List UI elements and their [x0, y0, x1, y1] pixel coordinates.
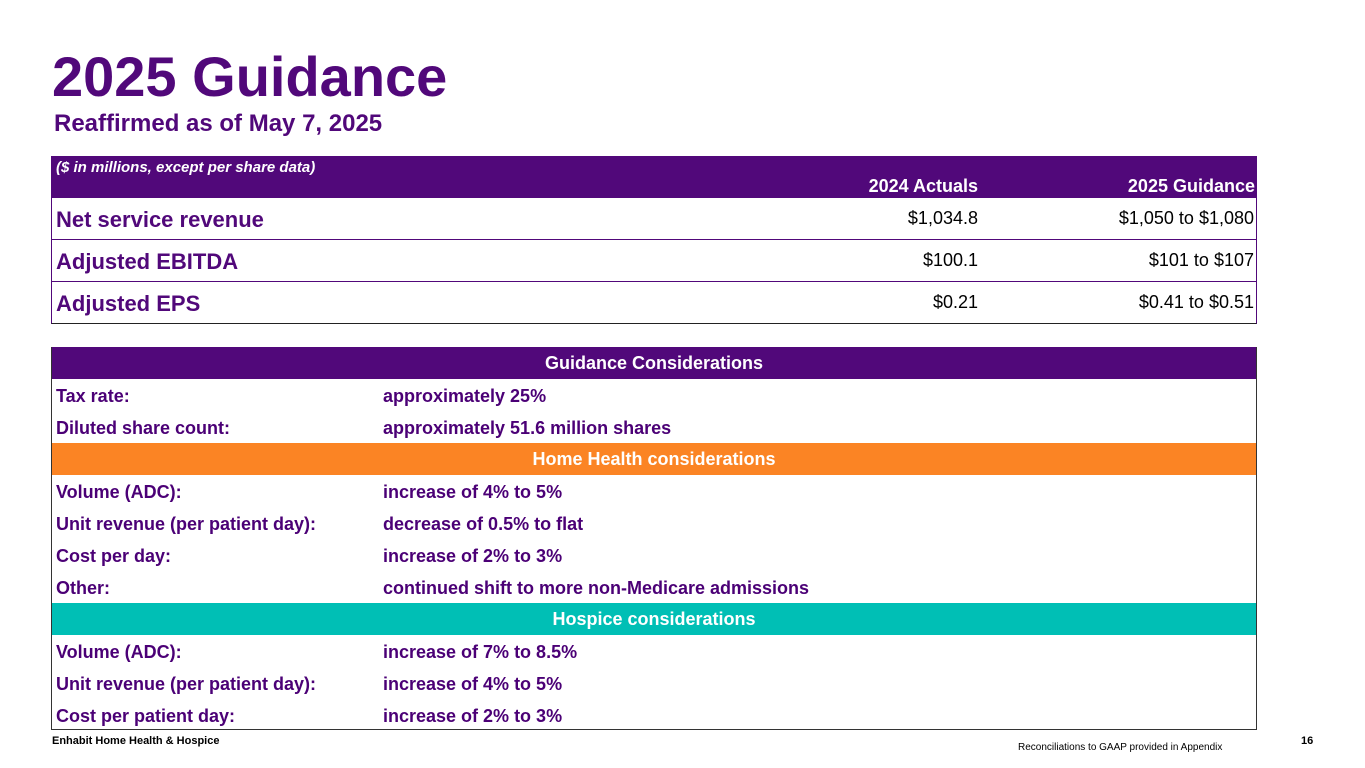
list-item: Unit revenue (per patient day): increase… — [52, 667, 1256, 699]
footer-note: Reconciliations to GAAP provided in Appe… — [1018, 742, 1223, 753]
consideration-value: approximately 51.6 million shares — [383, 418, 672, 438]
table-row: Adjusted EBITDA $100.1 $101 to $107 — [51, 240, 1257, 282]
list-item: Volume (ADC): increase of 7% to 8.5% — [52, 635, 1256, 667]
list-item: Other: continued shift to more non-Medic… — [52, 571, 1256, 603]
row-label: Net service revenue — [56, 207, 264, 232]
column-header-2024-actuals: 2024 Actuals — [868, 176, 978, 196]
column-header-2025-guidance: 2025 Guidance — [1127, 176, 1255, 196]
considerations-table: Guidance Considerations Tax rate: approx… — [51, 347, 1257, 730]
consideration-value: continued shift to more non-Medicare adm… — [383, 578, 810, 598]
footer-company: Enhabit Home Health & Hospice — [52, 735, 220, 747]
consideration-value: increase of 2% to 3% — [383, 706, 563, 726]
consideration-key: Cost per day: — [56, 546, 172, 566]
actual-value: $100.1 — [922, 250, 978, 270]
list-item: Cost per day: increase of 2% to 3% — [52, 539, 1256, 571]
guidance-value: $0.41 to $0.51 — [1138, 292, 1254, 312]
consideration-key: Volume (ADC): — [56, 642, 182, 662]
hospice-considerations-header: Hospice considerations — [52, 603, 1256, 635]
consideration-key: Tax rate: — [56, 386, 130, 406]
actual-value: $1,034.8 — [907, 208, 978, 228]
table-row: Adjusted EPS $0.21 $0.41 to $0.51 — [51, 282, 1257, 324]
consideration-key: Volume (ADC): — [56, 482, 182, 502]
table-row: Net service revenue $1,034.8 $1,050 to $… — [51, 198, 1257, 240]
guidance-considerations-header: Guidance Considerations — [52, 347, 1256, 379]
page-number: 16 — [1301, 735, 1314, 747]
consideration-value: increase of 4% to 5% — [383, 482, 563, 502]
row-label: Adjusted EPS — [56, 291, 201, 316]
consideration-key: Other: — [56, 578, 110, 598]
list-item: Volume (ADC): increase of 4% to 5% — [52, 475, 1256, 507]
actual-value: $0.21 — [932, 292, 978, 312]
consideration-value: increase of 2% to 3% — [383, 546, 563, 566]
units-note: ($ in millions, except per share data) — [56, 159, 316, 176]
list-item: Diluted share count: approximately 51.6 … — [52, 411, 1256, 443]
guidance-value: $1,050 to $1,080 — [1118, 208, 1254, 228]
row-label: Adjusted EBITDA — [56, 249, 239, 274]
page-subtitle: Reaffirmed as of May 7, 2025 — [54, 110, 383, 137]
home-health-considerations-header: Home Health considerations — [52, 443, 1256, 475]
consideration-key: Unit revenue (per patient day): — [56, 514, 317, 534]
financial-guidance-table: ($ in millions, except per share data) 2… — [51, 156, 1257, 324]
consideration-value: decrease of 0.5% to flat — [383, 514, 584, 534]
consideration-key: Cost per patient day: — [56, 706, 236, 726]
page-title: 2025 Guidance — [52, 45, 448, 108]
financial-table-header: ($ in millions, except per share data) 2… — [51, 156, 1257, 198]
list-item: Cost per patient day: increase of 2% to … — [52, 699, 1256, 731]
consideration-key: Unit revenue (per patient day): — [56, 674, 317, 694]
consideration-value: increase of 4% to 5% — [383, 674, 563, 694]
consideration-value: increase of 7% to 8.5% — [383, 642, 578, 662]
consideration-value: approximately 25% — [383, 386, 547, 406]
guidance-value: $101 to $107 — [1148, 250, 1254, 270]
consideration-key: Diluted share count: — [56, 418, 231, 438]
list-item: Unit revenue (per patient day): decrease… — [52, 507, 1256, 539]
list-item: Tax rate: approximately 25% — [52, 379, 1256, 411]
